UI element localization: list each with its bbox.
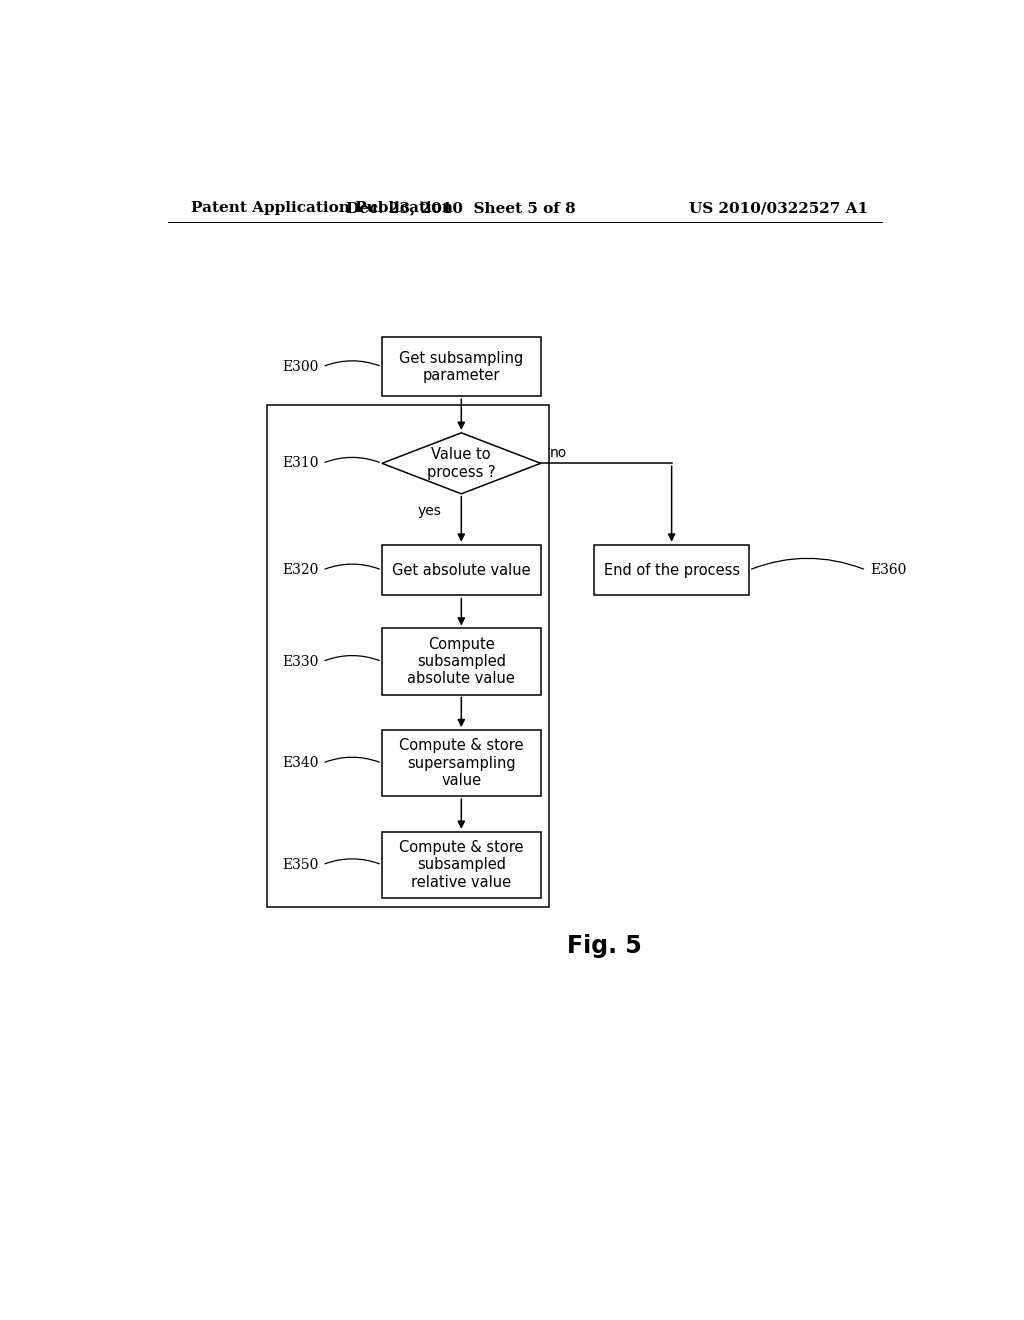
Text: E360: E360 bbox=[870, 564, 906, 577]
Text: Value to
process ?: Value to process ? bbox=[427, 447, 496, 479]
Bar bbox=[267, 405, 549, 907]
Bar bbox=[382, 730, 541, 796]
Text: E310: E310 bbox=[282, 457, 318, 470]
Text: E330: E330 bbox=[282, 655, 318, 668]
Text: E340: E340 bbox=[282, 756, 318, 770]
Text: Patent Application Publication: Patent Application Publication bbox=[191, 201, 454, 215]
Bar bbox=[382, 628, 541, 694]
Bar bbox=[382, 832, 541, 898]
Text: Get subsampling
parameter: Get subsampling parameter bbox=[399, 351, 523, 383]
Text: Get absolute value: Get absolute value bbox=[392, 562, 530, 578]
Polygon shape bbox=[382, 433, 541, 494]
Text: Dec. 23, 2010  Sheet 5 of 8: Dec. 23, 2010 Sheet 5 of 8 bbox=[346, 201, 577, 215]
Bar bbox=[382, 545, 541, 595]
Text: E320: E320 bbox=[282, 564, 318, 577]
Bar bbox=[594, 545, 749, 595]
Text: Compute & store
subsampled
relative value: Compute & store subsampled relative valu… bbox=[399, 840, 523, 890]
Text: Compute & store
supersampling
value: Compute & store supersampling value bbox=[399, 738, 523, 788]
Text: Compute
subsampled
absolute value: Compute subsampled absolute value bbox=[408, 636, 515, 686]
Text: End of the process: End of the process bbox=[603, 562, 739, 578]
Text: yes: yes bbox=[418, 504, 441, 517]
Text: E300: E300 bbox=[282, 360, 318, 374]
Text: no: no bbox=[550, 446, 567, 461]
Bar bbox=[382, 338, 541, 396]
Text: Fig. 5: Fig. 5 bbox=[567, 935, 641, 958]
Text: E350: E350 bbox=[282, 858, 318, 871]
Text: US 2010/0322527 A1: US 2010/0322527 A1 bbox=[689, 201, 868, 215]
